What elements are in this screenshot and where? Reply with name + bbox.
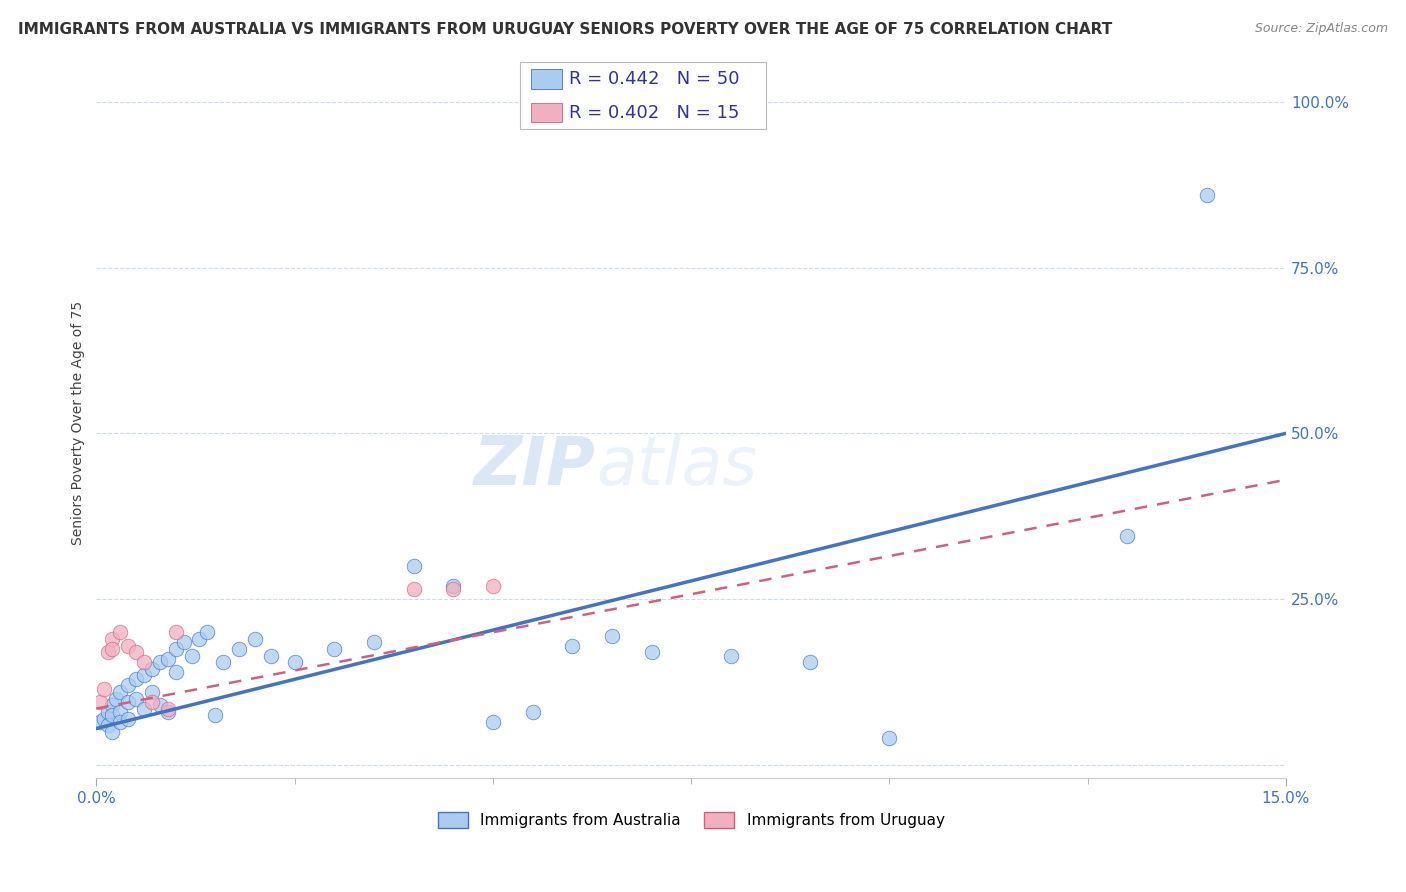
Point bbox=[108, 705, 131, 719]
Point bbox=[165, 641, 187, 656]
Text: IMMIGRANTS FROM AUSTRALIA VS IMMIGRANTS FROM URUGUAY SENIORS POVERTY OVER THE AG: IMMIGRANTS FROM AUSTRALIA VS IMMIGRANTS … bbox=[18, 22, 1112, 37]
Point bbox=[561, 639, 583, 653]
Text: R = 0.402   N = 15: R = 0.402 N = 15 bbox=[569, 103, 740, 121]
Point bbox=[125, 691, 148, 706]
Point bbox=[156, 652, 179, 666]
Point bbox=[165, 665, 187, 679]
Point bbox=[89, 714, 111, 729]
Point bbox=[165, 625, 187, 640]
Point bbox=[600, 629, 623, 643]
Point bbox=[101, 698, 124, 713]
Point bbox=[101, 724, 124, 739]
Point bbox=[108, 625, 131, 640]
Point bbox=[93, 712, 115, 726]
Point bbox=[1116, 529, 1139, 543]
Point bbox=[363, 635, 385, 649]
Point bbox=[132, 701, 155, 715]
Text: R = 0.442   N = 50: R = 0.442 N = 50 bbox=[569, 70, 740, 88]
Text: atlas: atlas bbox=[596, 433, 756, 499]
Point bbox=[101, 632, 124, 646]
Point bbox=[799, 655, 821, 669]
Point bbox=[93, 681, 115, 696]
Point bbox=[243, 632, 266, 646]
Point bbox=[879, 731, 901, 746]
Point bbox=[188, 632, 211, 646]
Point bbox=[640, 645, 662, 659]
Point bbox=[482, 579, 505, 593]
Point bbox=[141, 695, 163, 709]
Legend: Immigrants from Australia, Immigrants from Uruguay: Immigrants from Australia, Immigrants fr… bbox=[432, 806, 950, 834]
Point bbox=[141, 685, 163, 699]
Point bbox=[125, 645, 148, 659]
Text: ZIP: ZIP bbox=[474, 433, 596, 499]
Point bbox=[132, 655, 155, 669]
Point bbox=[117, 678, 139, 692]
Point bbox=[97, 705, 120, 719]
Point bbox=[149, 698, 172, 713]
Point bbox=[204, 708, 226, 723]
Point bbox=[108, 714, 131, 729]
Point bbox=[195, 625, 218, 640]
Point bbox=[1195, 187, 1218, 202]
Point bbox=[260, 648, 283, 663]
Point bbox=[284, 655, 307, 669]
Point bbox=[720, 648, 742, 663]
Point bbox=[402, 559, 425, 574]
Point bbox=[149, 655, 172, 669]
Point bbox=[125, 672, 148, 686]
Y-axis label: Seniors Poverty Over the Age of 75: Seniors Poverty Over the Age of 75 bbox=[72, 301, 86, 545]
Point bbox=[482, 714, 505, 729]
Point bbox=[173, 635, 195, 649]
Point bbox=[105, 691, 128, 706]
Point bbox=[228, 641, 250, 656]
Point bbox=[101, 708, 124, 723]
Point bbox=[117, 639, 139, 653]
Point bbox=[522, 705, 544, 719]
Point bbox=[117, 695, 139, 709]
Point bbox=[441, 579, 464, 593]
Point bbox=[108, 685, 131, 699]
Point bbox=[156, 705, 179, 719]
Point bbox=[323, 641, 346, 656]
Point bbox=[212, 655, 235, 669]
Point bbox=[101, 641, 124, 656]
Point bbox=[141, 662, 163, 676]
Point bbox=[132, 668, 155, 682]
Point bbox=[117, 712, 139, 726]
Point bbox=[89, 695, 111, 709]
Point bbox=[156, 701, 179, 715]
Point bbox=[97, 645, 120, 659]
Point bbox=[402, 582, 425, 597]
Point bbox=[441, 582, 464, 597]
Text: Source: ZipAtlas.com: Source: ZipAtlas.com bbox=[1254, 22, 1388, 36]
Point bbox=[97, 718, 120, 732]
Point bbox=[180, 648, 202, 663]
